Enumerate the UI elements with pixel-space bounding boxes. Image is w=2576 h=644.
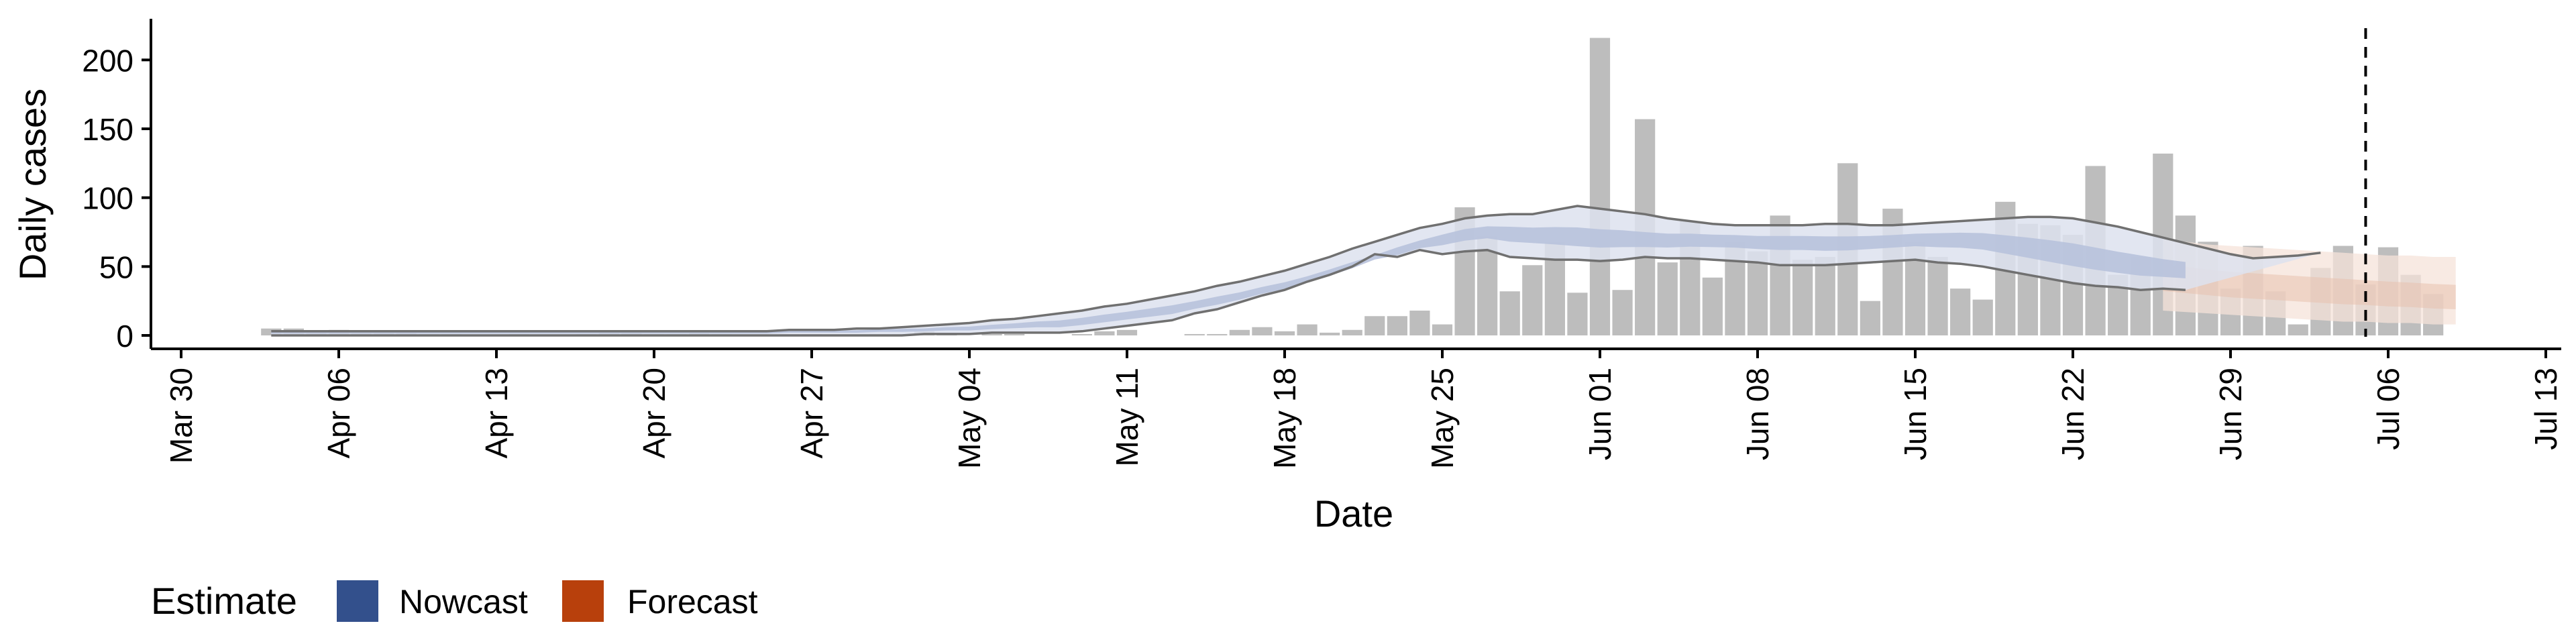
- x-tick-label: May 11: [1110, 368, 1144, 466]
- case-bar: [1860, 301, 1880, 335]
- legend-swatch-forecast: [562, 580, 604, 622]
- y-tick-label: 100: [82, 181, 133, 216]
- y-tick-label: 0: [116, 319, 133, 354]
- case-bar: [1409, 311, 1430, 335]
- case-bar: [1184, 333, 1205, 335]
- case-bar: [1927, 256, 1948, 335]
- x-tick-label: Jun 08: [1740, 368, 1775, 460]
- case-bar: [1207, 333, 1228, 335]
- case-bar: [2288, 324, 2308, 335]
- x-axis-label: Date: [1314, 492, 1393, 535]
- legend-title: Estimate: [151, 580, 297, 622]
- case-bar: [1522, 265, 1543, 335]
- legend-swatch-nowcast: [337, 580, 378, 622]
- nowcast-lower-line: [271, 248, 2186, 337]
- x-tick-label: May 25: [1425, 368, 1460, 469]
- case-bar: [1950, 288, 1971, 335]
- axes-layer: 0 50 100 150 200 Mar 30 Apr 06 Apr 13 Apr 20 Apr …: [82, 19, 2563, 469]
- case-bar: [1387, 316, 1407, 335]
- x-tick-label: Jun 15: [1898, 368, 1933, 460]
- case-bar: [1657, 262, 1678, 335]
- bars-layer: [261, 38, 2444, 336]
- case-bar: [1252, 327, 1273, 335]
- case-bar: [1747, 251, 1768, 335]
- case-bar: [1499, 291, 1520, 335]
- case-bar: [1702, 277, 1723, 335]
- case-bar: [1094, 331, 1115, 335]
- x-tick-label: Apr 13: [479, 368, 514, 459]
- case-bar: [1297, 324, 1318, 335]
- y-tick-label: 50: [99, 250, 133, 284]
- case-bar: [981, 333, 1002, 335]
- x-tick-label: Apr 20: [637, 368, 672, 459]
- case-bar: [1589, 38, 1611, 335]
- case-bar: [1071, 333, 1092, 335]
- case-bar: [1320, 332, 1340, 335]
- case-bar: [1116, 329, 1138, 335]
- case-bar: [1364, 316, 1385, 335]
- x-tick-label: May 18: [1267, 368, 1302, 469]
- legend-label-nowcast: Nowcast: [399, 583, 528, 621]
- case-bar: [1815, 256, 1835, 335]
- y-tick-label: 200: [82, 43, 133, 78]
- x-tick-label: Mar 30: [164, 368, 199, 464]
- case-bar: [261, 328, 282, 335]
- x-tick-label: Jun 22: [2055, 368, 2090, 460]
- case-bar: [1567, 292, 1588, 335]
- case-bar: [1612, 290, 1633, 335]
- x-tick-label: Jun 29: [2213, 368, 2248, 460]
- x-tick-label: Apr 27: [794, 368, 829, 459]
- case-bar: [1004, 333, 1025, 335]
- nowcast-upper-line: [271, 205, 2321, 333]
- x-tick-label: May 04: [952, 368, 987, 469]
- x-tick-label: Jun 01: [1582, 368, 1617, 460]
- y-axis-label: Daily cases: [11, 89, 54, 280]
- nowcast-band-inner: [271, 226, 2186, 334]
- x-tick-label: Jul 13: [2528, 368, 2563, 450]
- nowcast-band-layer: [271, 205, 2321, 337]
- case-bar: [1342, 329, 1362, 335]
- case-bar: [1792, 260, 1813, 335]
- case-bar: [1274, 331, 1295, 335]
- x-tick-label: Apr 06: [321, 368, 356, 459]
- legend: Estimate Nowcast Forecast: [151, 580, 758, 622]
- case-bar: [1432, 324, 1453, 335]
- case-bar: [1972, 299, 1993, 335]
- case-bar: [1229, 329, 1250, 335]
- y-tick-label: 150: [82, 112, 133, 147]
- legend-label-forecast: Forecast: [627, 583, 758, 621]
- x-tick-label: Jul 06: [2371, 368, 2406, 450]
